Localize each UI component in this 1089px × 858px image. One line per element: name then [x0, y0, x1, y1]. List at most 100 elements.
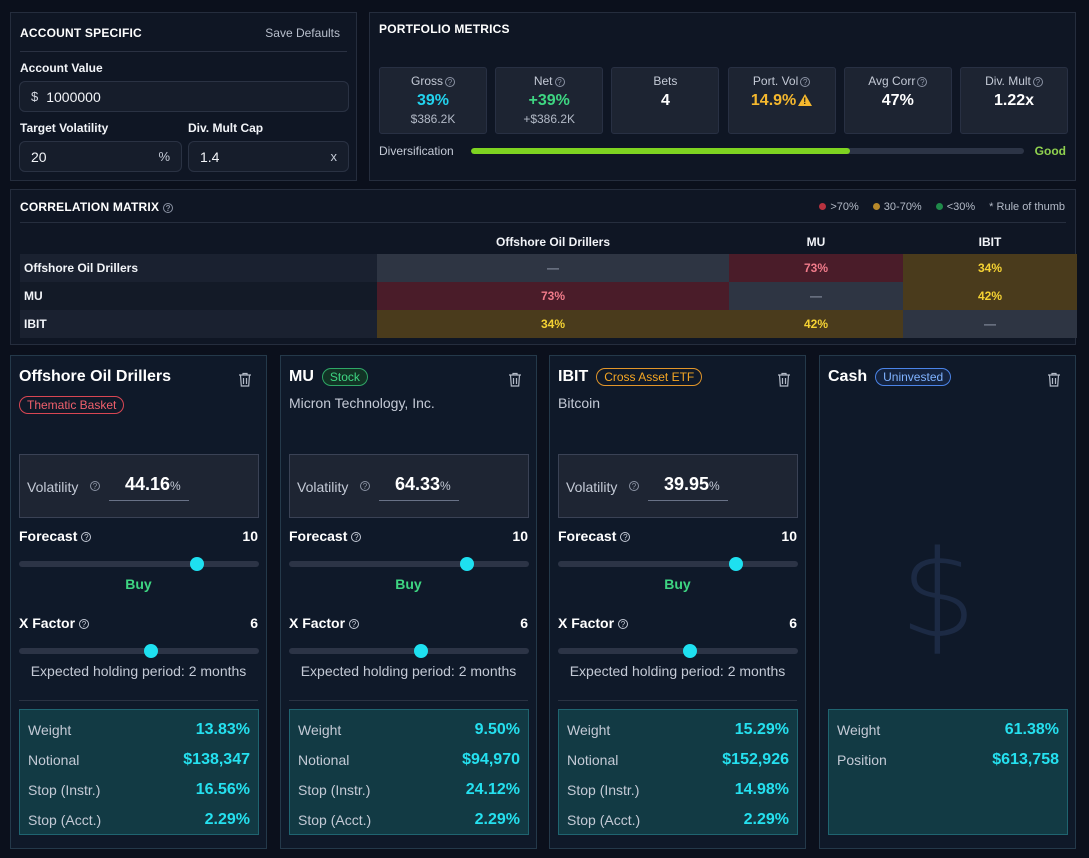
stat-label: Notional	[28, 752, 80, 768]
stat-value: 9.50%	[474, 721, 520, 738]
xfactor-slider[interactable]	[289, 644, 529, 658]
stat-value: 2.29%	[204, 811, 250, 828]
trash-icon[interactable]	[508, 372, 522, 387]
forecast-slider[interactable]	[558, 557, 798, 571]
forecast-label-text: Forecast	[19, 528, 78, 544]
metric-label-text: Div. Mult	[985, 74, 1031, 88]
volatility-box: Volatility? 64.33%	[289, 454, 529, 518]
correlation-title-text: CORRELATION MATRIX	[20, 200, 160, 214]
help-circle-icon[interactable]: ?	[554, 77, 565, 87]
position-name: MU	[289, 368, 314, 385]
volatility-value: 44.16	[125, 474, 171, 494]
stat-row: Weight 61.38%	[837, 721, 1059, 738]
help-circle-icon[interactable]: ?	[629, 481, 639, 491]
position-card: MU Stock Micron Technology, Inc. Volatility…	[280, 355, 537, 849]
help-circle-icon[interactable]: ?	[81, 532, 92, 542]
metric-sub: $386.2K	[410, 112, 456, 126]
xfactor-label-text: X Factor	[289, 615, 346, 631]
xfactor-slider[interactable]	[558, 644, 798, 658]
save-defaults-button[interactable]: Save Defaults	[265, 26, 340, 40]
portfolio-metrics-panel: PORTFOLIO METRICS Gross? 39% $386.2K Net? +3…	[369, 12, 1076, 181]
diversification-status: Good	[1034, 144, 1066, 158]
div-mult-cap-input[interactable]: 1.4 x	[188, 141, 349, 172]
stat-value: 2.29%	[474, 811, 520, 828]
xfactor-slider-handle[interactable]	[144, 644, 158, 658]
help-circle-icon[interactable]: ?	[800, 77, 811, 87]
position-title-row: MU Stock	[289, 368, 368, 386]
currency-prefix: $	[31, 89, 39, 104]
forecast-slider-handle[interactable]	[189, 557, 204, 571]
position-card: IBIT Cross Asset ETF Bitcoin Volatility? 39.…	[549, 355, 806, 849]
volatility-value: 39.95	[664, 474, 710, 494]
forecast-label: Forecast?	[19, 528, 92, 544]
trash-icon[interactable]	[238, 372, 252, 387]
forecast-value: 10	[512, 528, 528, 544]
correlation-row: Offshore Oil Drillers —73% 34%	[20, 254, 1077, 282]
target-volatility-input[interactable]: 20 %	[19, 141, 182, 172]
legend-item: <30%	[935, 201, 975, 213]
column-header: Offshore Oil Drillers	[495, 235, 611, 249]
percent-suffix: %	[170, 479, 181, 493]
help-circle-icon[interactable]: ?	[445, 77, 455, 87]
forecast-value: 10	[781, 528, 797, 544]
xfactor-slider-handle[interactable]	[414, 644, 428, 658]
forecast-label: Forecast?	[289, 528, 362, 544]
stat-label: Position	[837, 752, 887, 768]
help-circle-icon[interactable]: ?	[349, 619, 360, 629]
forecast-slider[interactable]	[289, 557, 529, 571]
help-circle-icon[interactable]: ?	[917, 77, 928, 87]
metric-label: Port. Vol?	[729, 74, 835, 88]
holding-period: Expected holding period: 2 months	[569, 663, 786, 679]
trash-icon[interactable]	[777, 372, 791, 387]
volatility-value: 64.33	[395, 474, 441, 494]
metric-value: 39%	[380, 92, 486, 110]
legend-item: 30-70%	[872, 201, 922, 213]
divider	[20, 222, 1066, 223]
forecast-slider-handle[interactable]	[459, 557, 474, 571]
dollar-icon: $	[900, 526, 977, 665]
volatility-label: Volatility	[27, 479, 79, 495]
warning-icon	[798, 94, 813, 106]
metric-label: Gross?	[380, 74, 486, 88]
volatility-input[interactable]: 39.95%	[648, 474, 728, 501]
stat-label: Stop (Acct.)	[298, 812, 372, 828]
stat-label: Weight	[567, 722, 611, 738]
volatility-input[interactable]: 44.16%	[109, 474, 189, 501]
volatility-input[interactable]: 64.33%	[379, 474, 459, 501]
help-circle-icon[interactable]: ?	[351, 532, 362, 542]
volatility-box: Volatility? 44.16%	[19, 454, 259, 518]
stat-value: 13.83%	[195, 721, 250, 738]
metric-label-text: Gross	[410, 74, 443, 88]
help-circle-icon[interactable]: ?	[1032, 77, 1043, 87]
help-circle-icon[interactable]: ?	[618, 619, 629, 629]
forecast-slider[interactable]	[19, 557, 259, 571]
help-circle-icon[interactable]: ?	[90, 481, 100, 491]
account-value-label: Account Value	[20, 61, 103, 75]
legend-dot-icon	[872, 203, 880, 210]
account-value-input[interactable]: $ 1000000	[19, 81, 349, 112]
xfactor-slider[interactable]	[19, 644, 259, 658]
help-circle-icon[interactable]: ?	[620, 532, 631, 542]
cash-name: Cash	[828, 368, 868, 385]
asset-type-tag: Thematic Basket	[19, 396, 125, 414]
forecast-slider-handle[interactable]	[728, 557, 743, 571]
trash-icon[interactable]	[1047, 372, 1061, 387]
row-label: IBIT	[24, 317, 47, 331]
metric-value-text: 47%	[881, 92, 914, 109]
stat-row: Notional $94,970	[298, 751, 520, 768]
metric-card-port-vol: Port. Vol? 14.9%	[727, 67, 836, 134]
position-name: IBIT	[558, 368, 589, 385]
metric-label-text: Port. Vol	[752, 74, 799, 88]
xfactor-slider-handle[interactable]	[683, 644, 697, 658]
xfactor-label: X Factor?	[558, 615, 629, 631]
legend-label: >70%	[830, 201, 859, 213]
correlation-cell: 42%	[729, 310, 903, 338]
stat-label: Stop (Acct.)	[567, 812, 641, 828]
help-circle-icon[interactable]: ?	[163, 203, 174, 213]
divider	[19, 700, 258, 701]
row-label: Offshore Oil Drillers	[24, 261, 139, 275]
help-circle-icon[interactable]: ?	[79, 619, 90, 629]
metric-card-net: Net? +39% +$386.2K	[495, 67, 604, 134]
metric-value-text: 14.9%	[750, 92, 797, 109]
help-circle-icon[interactable]: ?	[360, 481, 370, 491]
